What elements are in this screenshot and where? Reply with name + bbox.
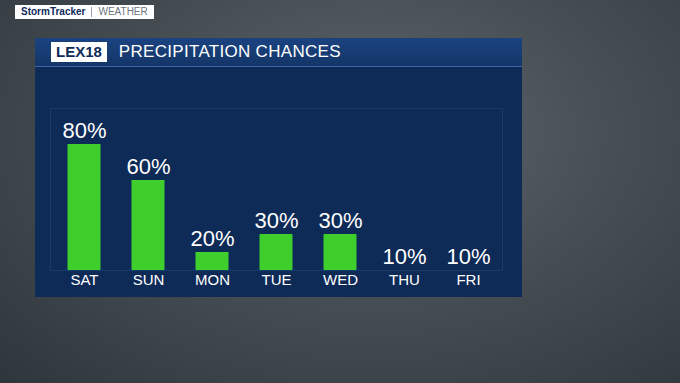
svg-text:80%: 80% <box>62 118 106 143</box>
svg-text:THU: THU <box>389 271 420 288</box>
svg-text:10%: 10% <box>382 244 426 269</box>
svg-text:30%: 30% <box>254 208 298 233</box>
svg-text:SUN: SUN <box>133 271 165 288</box>
svg-text:10%: 10% <box>446 244 490 269</box>
svg-text:TUE: TUE <box>262 271 292 288</box>
svg-text:30%: 30% <box>318 208 362 233</box>
svg-text:FRI: FRI <box>456 271 480 288</box>
svg-text:60%: 60% <box>126 154 170 179</box>
html-text:LEX18: LEX18 <box>56 43 102 60</box>
svg-text:MON: MON <box>195 271 230 288</box>
svg-text:WED: WED <box>323 271 358 288</box>
html-text:WEATHER: WEATHER <box>98 6 148 17</box>
svg-text:SAT: SAT <box>70 271 98 288</box>
html-text:StormTracker: StormTracker <box>21 6 86 17</box>
html-text:PRECIPITATION CHANCES: PRECIPITATION CHANCES <box>118 42 341 61</box>
svg-text:20%: 20% <box>190 226 234 251</box>
